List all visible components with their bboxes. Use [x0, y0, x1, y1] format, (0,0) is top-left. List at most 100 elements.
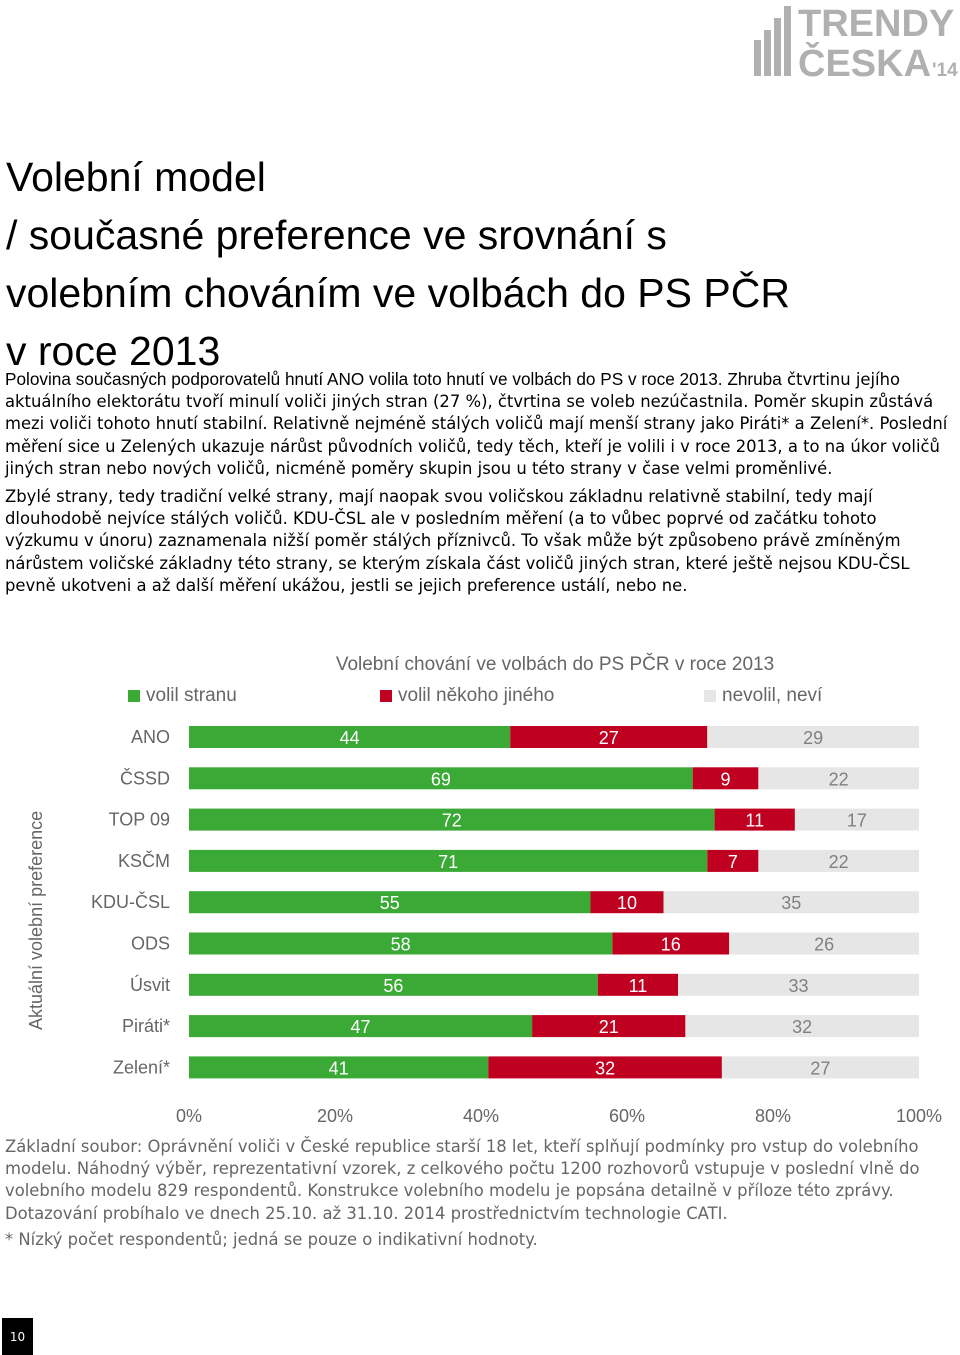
category-label: ODS [131, 934, 170, 954]
bar-segment-gray [707, 726, 919, 748]
title-line: v roce 2013 [6, 328, 221, 374]
data-label: 17 [847, 811, 867, 831]
x-tick-label: 20% [317, 1106, 353, 1126]
data-label: 11 [745, 811, 764, 831]
data-label: 22 [829, 769, 849, 789]
legend-swatch-red [380, 690, 392, 702]
bar-segment-gray [663, 891, 919, 914]
bar-segment-red [590, 891, 664, 914]
bar-segment-red [488, 1056, 722, 1079]
category-label: ANO [131, 727, 170, 747]
data-label: 41 [329, 1058, 349, 1078]
bar-segment-gray [721, 1056, 919, 1079]
data-label: 58 [391, 935, 411, 955]
footnote: Základní soubor: Oprávnění voliči v Česk… [5, 1136, 955, 1251]
x-tick-label: 40% [463, 1106, 499, 1126]
bar-segment-red [532, 1015, 686, 1038]
chart-legend: volil stranu volil někoho jiného nevolil… [0, 684, 960, 708]
data-label: 32 [792, 1017, 812, 1037]
category-label: TOP 09 [109, 810, 170, 830]
data-label: 56 [383, 976, 403, 996]
bar-segment-green [189, 932, 613, 955]
bar-segment-gray [685, 1015, 919, 1038]
data-label: 27 [810, 1058, 830, 1078]
bar-segment-gray [678, 973, 919, 996]
intro-lead: Polovina současných podporovatelů hnutí … [5, 369, 782, 389]
bar-segment-red [612, 932, 730, 955]
page-title: Volební model / současné preference ve s… [6, 148, 946, 380]
category-label: Úsvit [130, 974, 170, 995]
bar-segment-green [189, 891, 591, 914]
category-label: Piráti* [122, 1016, 170, 1036]
data-label: 22 [829, 852, 849, 872]
category-label: Zelení* [113, 1057, 170, 1077]
x-tick-label: 0% [176, 1106, 202, 1126]
intro-paragraph-1: Polovina současných podporovatelů hnutí … [5, 368, 950, 480]
intro-paragraph-2: Zbylé strany, tedy tradiční velké strany… [5, 487, 910, 595]
legend-swatch-gray [704, 690, 716, 702]
data-label: 27 [599, 728, 619, 748]
chart-title: Volební chování ve volbách do PS PČR v r… [335, 654, 775, 675]
data-label: 69 [431, 769, 451, 789]
bar-segment-green [189, 1056, 489, 1079]
legend-item-volil-stranu: volil stranu [128, 684, 237, 708]
data-label: 9 [721, 769, 731, 789]
category-label: KSČM [118, 850, 170, 871]
bar-segment-green [189, 726, 511, 748]
bar-segment-green [189, 808, 715, 831]
data-label: 11 [629, 976, 648, 996]
data-label: 21 [599, 1017, 619, 1037]
footnote-note: * Nízký počet respondentů; jedná se pouz… [5, 1229, 538, 1249]
data-label: 47 [351, 1017, 371, 1037]
legend-label: volil stranu [146, 685, 237, 706]
trendy-ceska-logo: TRENDY ČESKA '14 [748, 0, 960, 85]
legend-label: nevolil, neví [722, 685, 823, 706]
data-label: 7 [728, 852, 738, 872]
title-line: volebním chováním ve volbách do PS PČR [6, 270, 790, 316]
bar-segment-green [189, 1015, 533, 1038]
stacked-bar-chart: ANO 44 27 29 ČSSD 69 9 22 TOP 09 72 11 17 KSČM 71 7 22 K… [91, 726, 942, 1126]
bar-segment-green [189, 973, 598, 996]
x-tick-label: 80% [755, 1106, 791, 1126]
data-label: 26 [814, 935, 834, 955]
bar-segment-red [714, 808, 795, 831]
footnote-base: Základní soubor: Oprávnění voliči v Česk… [5, 1137, 920, 1223]
data-label: 71 [438, 852, 458, 872]
x-tick-label: 60% [609, 1106, 645, 1126]
data-label: 10 [617, 893, 637, 913]
data-label: 32 [595, 1058, 615, 1078]
legend-item-volil-nekoho-jineho: volil někoho jiného [380, 684, 554, 708]
intro-text: Polovina současných podporovatelů hnutí … [5, 368, 950, 597]
data-label: 72 [442, 811, 462, 831]
bar-segment-red [692, 767, 759, 790]
x-tick-label: 100% [896, 1106, 942, 1126]
title-line: Volební model [6, 154, 266, 200]
bar-segment-green [189, 849, 708, 872]
data-label: 35 [781, 893, 801, 913]
intro-paragraph-1-rest: čtvrtinu jejího aktuálního elektorátu tv… [5, 370, 948, 478]
data-label: 33 [789, 976, 809, 996]
logo-bars-icon [754, 6, 791, 76]
data-label: 44 [340, 728, 360, 748]
logo-line2: ČESKA [798, 40, 931, 80]
legend-swatch-green [128, 690, 140, 702]
logo-line1: TRENDY [798, 3, 954, 45]
legend-item-nevolil-nevi: nevolil, neví [704, 684, 822, 708]
bar-segment-gray [758, 767, 919, 790]
bar-segment-red [510, 726, 708, 748]
category-label: ČSSD [120, 767, 170, 788]
page-number: 10 [2, 1318, 33, 1355]
bar-segment-gray [729, 932, 919, 955]
data-label: 16 [661, 935, 681, 955]
legend-label: volil někoho jiného [398, 685, 555, 706]
bar-segment-gray [758, 849, 919, 872]
data-label: 29 [803, 728, 823, 748]
bar-segment-red [597, 973, 679, 996]
title-line: / současné preference ve srovnání s [6, 212, 667, 258]
bar-segment-red [707, 849, 759, 872]
category-label: KDU-ČSL [91, 891, 170, 912]
data-label: 55 [380, 893, 400, 913]
bar-segment-green [189, 767, 693, 790]
logo-year: '14 [932, 60, 958, 80]
bar-segment-gray [794, 808, 919, 831]
